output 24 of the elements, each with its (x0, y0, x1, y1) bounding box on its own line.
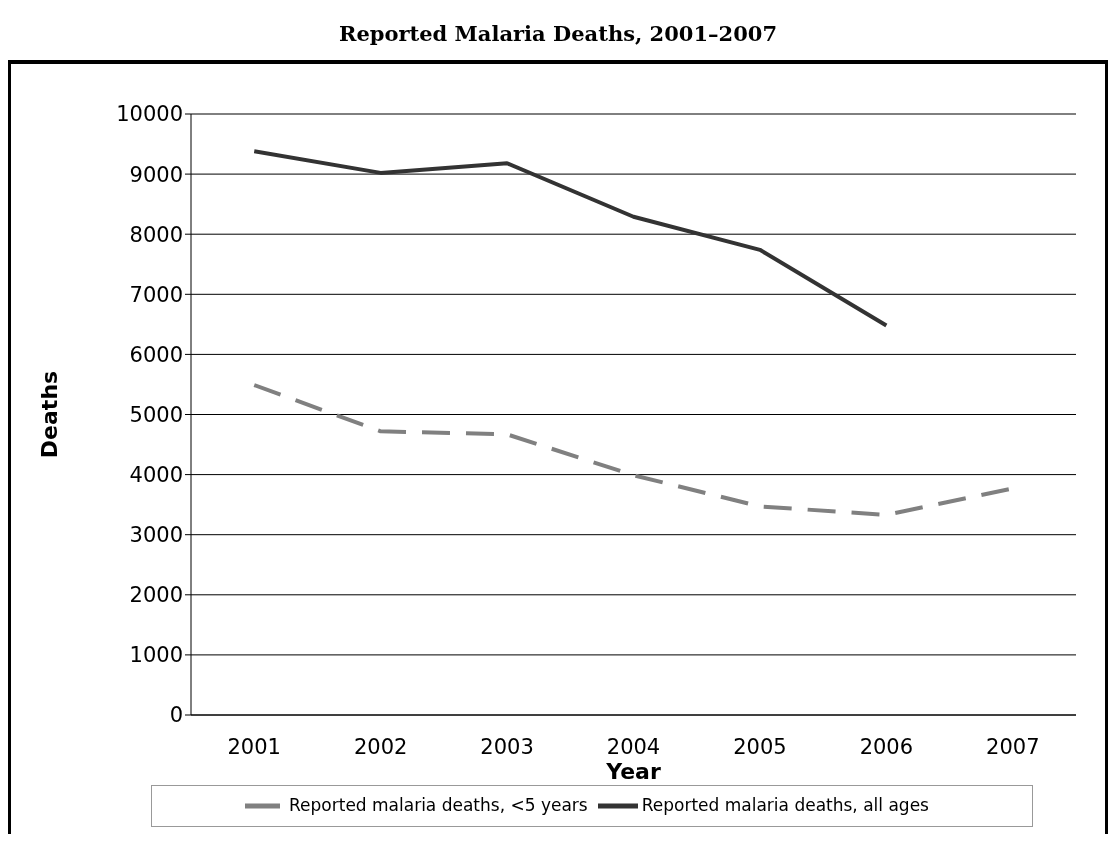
x-tick-label: 2007 (986, 734, 1040, 759)
x-tick-label: 2005 (733, 734, 787, 759)
y-tick-label: 9000 (129, 162, 183, 187)
x-tick-label: 2006 (859, 734, 914, 759)
y-tick-label: 7000 (129, 282, 183, 307)
x-tick-label: 2003 (480, 734, 534, 759)
y-tick-label: 4000 (129, 463, 183, 488)
y-tick-label: 0 (169, 703, 183, 728)
y-axis-title: Deaths (36, 370, 62, 459)
x-tick-label: 2002 (353, 734, 408, 759)
legend-label: Reported malaria deaths, <5 years (289, 795, 588, 815)
y-tick-label: 10000 (116, 102, 183, 127)
y-tick-label: 1000 (129, 643, 183, 668)
legend-label: Reported malaria deaths, all ages (641, 795, 929, 815)
chart-title: Reported Malaria Deaths, 2001–2007 (338, 20, 778, 48)
y-tick-label: 6000 (129, 342, 183, 367)
y-tick-label: 3000 (129, 523, 183, 548)
y-tick-label: 5000 (129, 402, 183, 427)
line-series (252, 149, 889, 328)
y-tick-label: 8000 (129, 222, 183, 247)
x-tick-label: 2004 (606, 734, 661, 759)
x-axis-title: Year (605, 759, 661, 784)
y-tick-label: 2000 (129, 583, 183, 608)
x-tick-label: 2001 (227, 734, 281, 759)
